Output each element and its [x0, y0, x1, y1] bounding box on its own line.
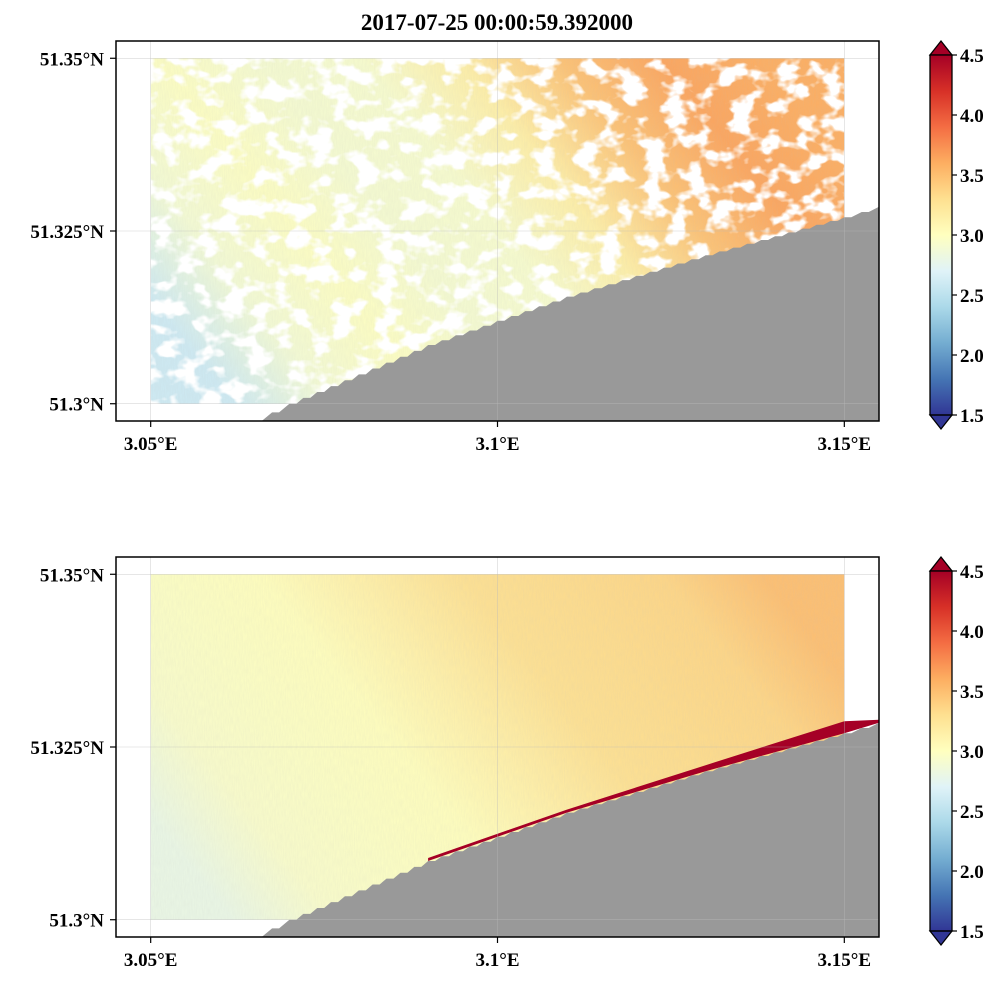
- x-tick-label: 3.05°E: [124, 434, 178, 455]
- colorbar-gradient: [930, 571, 952, 931]
- colorbar-tick-label: 3.5: [960, 166, 984, 187]
- y-tick-label: 51.35°N: [40, 49, 104, 70]
- chart-title: 2017-07-25 00:00:59.392000: [361, 10, 633, 35]
- x-tick-label: 3.05°E: [124, 950, 178, 971]
- colorbar-tick-label: 4.5: [960, 46, 984, 67]
- y-tick-label: 51.325°N: [30, 222, 104, 243]
- x-tick-label: 3.1°E: [475, 434, 519, 455]
- colorbar-tick-label: 3.0: [960, 742, 984, 763]
- top-map-panel: 3.05°E 3.1°E 3.15°E 51.35°N 51.325°N 51.3°N: [30, 40, 880, 455]
- x-tick-label: 3.15°E: [818, 434, 872, 455]
- colorbar-tick-label: 3.5: [960, 682, 984, 703]
- y-tick-label: 51.3°N: [49, 911, 104, 932]
- colorbar-tick-label: 4.5: [960, 562, 984, 583]
- colorbar-tick-label: 1.5: [960, 406, 984, 427]
- x-tick-label: 3.1°E: [475, 950, 519, 971]
- bottom-map-panel: 3.05°E 3.1°E 3.15°E 51.35°N 51.325°N 51.3°N: [30, 556, 880, 971]
- top-colorbar: 1.5 2.0 2.5 3.0 3.5 4.0 4.5: [928, 39, 984, 431]
- x-tick-label: 3.15°E: [818, 950, 872, 971]
- y-tick-label: 51.325°N: [30, 738, 104, 759]
- bottom-colorbar: 1.5 2.0 2.5 3.0 3.5 4.0 4.5: [928, 555, 984, 947]
- colorbar-tick-label: 2.5: [960, 802, 984, 823]
- colorbar-tick-label: 3.0: [960, 226, 984, 247]
- colorbar-extend-min: [928, 930, 954, 947]
- colorbar-extend-max: [928, 555, 954, 572]
- colorbar-tick-label: 2.0: [960, 862, 984, 883]
- colorbar-tick-label: 4.0: [960, 106, 984, 127]
- coastal-high-value-strip: [428, 719, 879, 861]
- colorbar-tick-label: 2.5: [960, 286, 984, 307]
- y-tick-label: 51.3°N: [49, 395, 104, 416]
- y-tick-label: 51.35°N: [40, 565, 104, 586]
- colorbar-tick-label: 4.0: [960, 622, 984, 643]
- colorbar-extend-min: [928, 414, 954, 431]
- colorbar-tick-label: 2.0: [960, 346, 984, 367]
- colorbar-gradient: [930, 55, 952, 415]
- colorbar-extend-max: [928, 39, 954, 56]
- land-mask: [254, 722, 879, 937]
- land-mask: [254, 206, 879, 421]
- colorbar-tick-label: 1.5: [960, 922, 984, 943]
